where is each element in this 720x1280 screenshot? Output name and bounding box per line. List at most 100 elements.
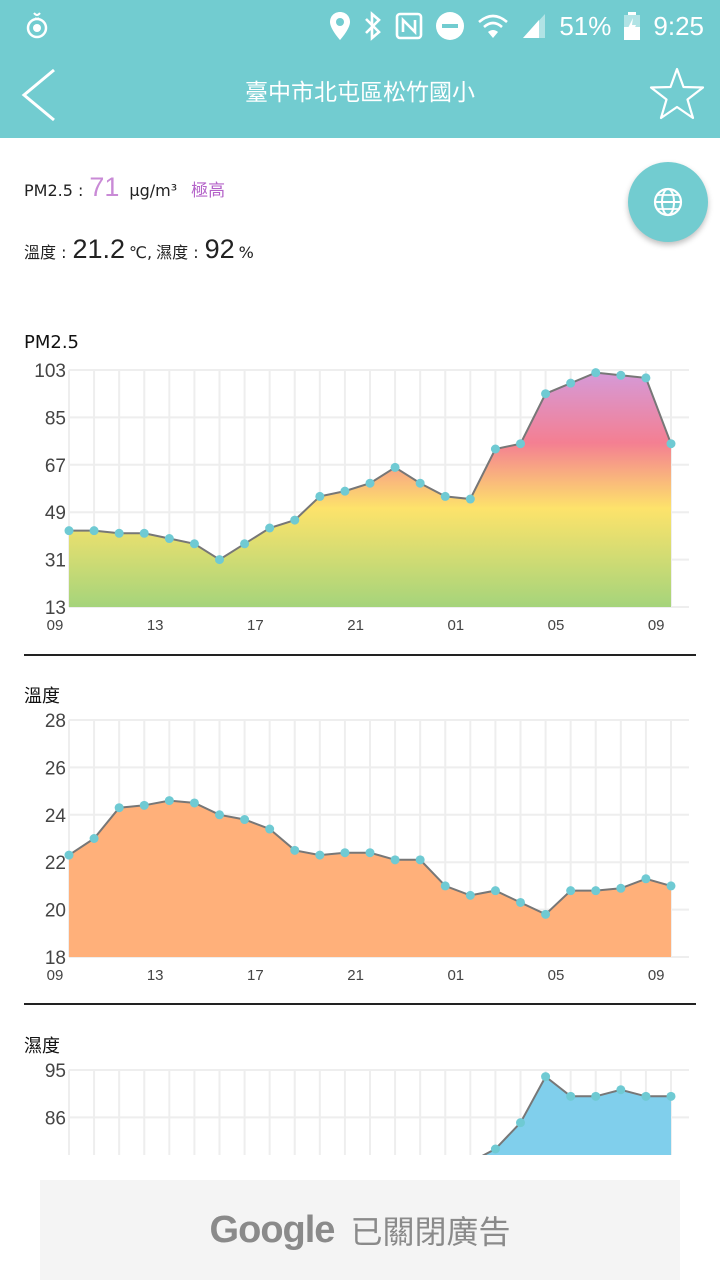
humidity-label: 濕度 :	[156, 243, 199, 262]
signal-icon	[523, 14, 546, 38]
data-point	[616, 370, 626, 380]
temp-chart-title: 溫度	[24, 686, 60, 707]
data-point	[516, 1118, 525, 1128]
data-point	[440, 881, 450, 891]
divider	[24, 1003, 696, 1005]
data-point	[215, 810, 224, 820]
x-tick-label: 21	[347, 617, 364, 634]
temp-label: 溫度 :	[24, 243, 67, 262]
data-point	[591, 1091, 601, 1101]
data-point	[566, 886, 576, 896]
data-point	[365, 848, 375, 858]
data-point	[315, 491, 325, 501]
data-point	[465, 890, 475, 900]
pm25-chart-title: PM2.5	[24, 332, 80, 353]
data-point	[465, 494, 475, 504]
star-icon	[649, 67, 705, 120]
series-line	[481, 1075, 671, 1155]
y-tick-label: 86	[45, 1108, 66, 1129]
data-point	[541, 389, 551, 399]
back-button[interactable]	[14, 64, 74, 126]
y-tick-label: 28	[45, 711, 66, 732]
pm25-summary: PM2.5 : 71 μg/m³ 極高	[24, 172, 225, 210]
nfc-icon	[396, 12, 423, 40]
ad-brand: Google	[209, 1208, 336, 1251]
data-point	[641, 373, 651, 383]
x-tick-label: 09	[47, 967, 64, 984]
data-point	[89, 834, 99, 843]
pm25-level: 極高	[191, 181, 226, 201]
x-tick-label: 09	[47, 617, 64, 634]
data-point	[64, 526, 74, 536]
x-tick-label: 09	[648, 617, 665, 634]
series-area	[483, 1076, 671, 1155]
app-notification-icon	[26, 12, 48, 39]
data-point	[666, 1091, 676, 1101]
bluetooth-icon	[365, 11, 382, 41]
clock: 9:25	[653, 10, 704, 41]
data-point	[641, 874, 651, 884]
battery-charging-icon	[624, 12, 641, 40]
y-tick-label: 67	[45, 456, 66, 477]
data-point	[641, 1091, 651, 1101]
x-tick-label: 21	[347, 967, 364, 984]
data-point	[240, 539, 250, 549]
x-tick-label: 09	[648, 967, 665, 984]
pm25-value: 71	[89, 172, 120, 202]
ad-text: 已關閉廣告	[350, 1213, 511, 1251]
data-point	[415, 478, 425, 488]
data-point	[490, 1144, 500, 1154]
data-point	[265, 824, 275, 834]
temp-humidity-summary: 溫度 : 21.2 ℃, 濕度 : 92 %	[24, 234, 254, 272]
y-tick-label: 31	[45, 551, 66, 572]
data-point	[240, 815, 250, 825]
x-tick-label: 01	[447, 967, 464, 984]
app-bar: 臺中市北屯區松竹國小	[0, 52, 720, 138]
y-tick-label: 26	[45, 758, 66, 779]
data-point	[666, 439, 676, 449]
data-point	[340, 848, 350, 858]
data-point	[616, 1085, 626, 1095]
data-point	[164, 796, 174, 806]
data-point	[541, 1072, 551, 1082]
x-tick-label: 13	[147, 967, 164, 984]
globe-fab-button[interactable]	[628, 162, 708, 242]
humidity-unit: %	[238, 243, 254, 262]
x-tick-label: 13	[147, 617, 164, 634]
humidity-chart-title: 濕度	[24, 1036, 60, 1057]
data-point	[290, 515, 300, 525]
wifi-icon	[478, 14, 509, 38]
favorite-button[interactable]	[648, 66, 706, 124]
y-tick-label: 18	[45, 948, 66, 969]
data-point	[415, 855, 425, 865]
data-point	[490, 886, 500, 896]
y-tick-label: 103	[34, 361, 66, 382]
status-bar: 51% 9:25	[0, 0, 720, 52]
back-arrow-icon	[21, 68, 55, 122]
y-tick-label: 85	[45, 408, 66, 429]
humidity-value: 92	[204, 234, 235, 264]
data-point	[365, 478, 375, 488]
temp-value: 21.2	[72, 234, 126, 264]
x-tick-label: 17	[247, 967, 264, 984]
data-point	[666, 881, 676, 891]
data-point	[114, 803, 124, 813]
ad-banner[interactable]: Google 已關閉廣告	[40, 1180, 680, 1280]
y-tick-label: 95	[45, 1061, 66, 1082]
data-point	[189, 539, 199, 549]
data-point	[215, 555, 224, 565]
globe-icon	[653, 187, 683, 217]
page-title: 臺中市北屯區松竹國小	[245, 80, 475, 106]
pm25-unit: μg/m³	[129, 181, 178, 200]
data-point	[290, 845, 300, 855]
data-point	[340, 486, 350, 496]
data-point	[315, 850, 325, 860]
location-icon	[330, 12, 351, 40]
humidity-chart: 958677	[45, 1061, 689, 1155]
x-tick-label: 01	[447, 617, 464, 634]
data-point	[64, 850, 74, 860]
data-point	[139, 528, 149, 538]
do-not-disturb-icon	[436, 12, 465, 40]
